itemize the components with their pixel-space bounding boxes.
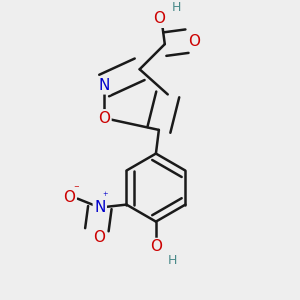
Text: O: O xyxy=(188,34,200,49)
Text: O: O xyxy=(98,111,110,126)
Text: H: H xyxy=(167,254,177,267)
Text: $^-$: $^-$ xyxy=(72,184,80,194)
Text: O: O xyxy=(63,190,75,205)
Text: N: N xyxy=(98,78,110,93)
Text: N: N xyxy=(94,200,106,215)
Text: O: O xyxy=(93,230,105,244)
Text: $^+$: $^+$ xyxy=(101,192,109,202)
Text: O: O xyxy=(153,11,165,26)
Text: H: H xyxy=(172,1,181,13)
Text: O: O xyxy=(150,239,162,254)
